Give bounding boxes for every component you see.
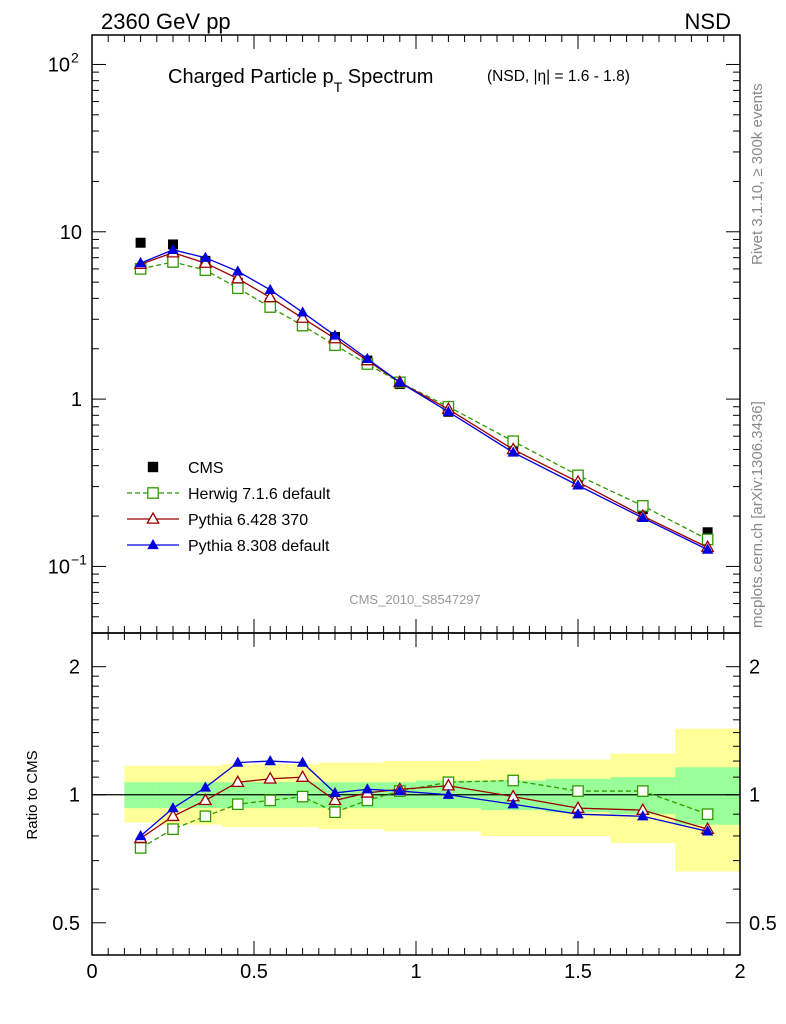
ratio-herwig-point-13: [701, 808, 714, 821]
main-y-tick-label-2: 10: [60, 222, 82, 244]
main-pythia8-point-13: [701, 543, 714, 554]
ratio-pythia6-point-3: [230, 774, 245, 788]
ratio-pythia8-point-12: [637, 810, 649, 821]
ratio-pythia6-point-5: [295, 769, 310, 782]
ratio-pythia8-point-13: [701, 825, 714, 836]
legend-cms-label: CMS: [188, 460, 224, 477]
ratio-herwig-point-1: [167, 823, 179, 836]
main-pythia6-point-3: [230, 271, 245, 284]
main-pythia8-point-0: [134, 257, 147, 268]
main-pythia8-point-2: [199, 251, 212, 262]
main-pythia8-line: [140, 249, 708, 551]
main-herwig-point-1: [167, 256, 179, 268]
main-pythia8-point-5: [296, 306, 309, 317]
main-y-tick-exponent-3: 2: [71, 49, 79, 65]
ratio-pythia6-point-2: [198, 793, 213, 806]
plot-condition: (NSD, |η| = 1.6 - 1.8): [487, 68, 630, 85]
ratio-y-axis-label: Ratio to CMS: [24, 750, 41, 839]
main-y-tick-label-3: 10: [48, 54, 70, 76]
ratio-pythia8-point-5: [296, 756, 309, 767]
ratio-herwig-point-2: [199, 810, 212, 823]
ratio-pythia8-line: [140, 760, 708, 837]
plot-title: Charged Particle pT Spectrum: [168, 66, 433, 95]
ratio-y-tick-label-left-2: 2: [69, 657, 80, 679]
ratio-pythia8-point-9: [442, 788, 455, 799]
ratio-herwig-point-5: [296, 790, 309, 803]
main-y-tick-label-1: 1: [71, 389, 82, 411]
main-pythia8-point-1: [167, 243, 179, 254]
ratio-pythia8-point-3: [232, 756, 244, 767]
ratio-herwig-point-0: [134, 842, 147, 854]
main-pythia8-point-4: [264, 283, 276, 294]
x-tick-label-2: 1: [410, 961, 421, 983]
main-y-tick-label-0: 10: [48, 556, 70, 578]
process-label: NSD: [685, 9, 731, 34]
main-pythia6-point-4: [263, 290, 278, 303]
main-pythia8-point-9: [442, 405, 455, 416]
ratio-pythia8-point-2: [199, 781, 212, 792]
ratio-pythia8-point-0: [134, 829, 147, 841]
main-cms-point-13: [702, 527, 713, 538]
main-pythia8-point-3: [232, 265, 244, 276]
ratio-herwig-point-4: [264, 794, 277, 807]
main-pythia8-point-11: [572, 479, 584, 490]
x-tick-label-1: 0.5: [240, 961, 268, 983]
ratio-y-tick-label-left-1: 1: [69, 785, 80, 807]
legend-pythia8-marker: [147, 539, 159, 550]
mcplots-reference-label: mcplots.cern.ch [arXiv:1306.3436]: [749, 401, 766, 628]
energy-label: 2360 GeV pp: [101, 9, 231, 34]
main-pythia8-point-8: [394, 376, 406, 387]
main-cms-point-0: [135, 237, 146, 248]
legend-pythia6-marker: [146, 511, 160, 524]
legend-pythia8-label: Pythia 8.308 default: [188, 538, 330, 555]
x-tick-label-4: 2: [734, 961, 745, 983]
ratio-herwig-point-11: [572, 785, 584, 797]
ratio-y-tick-label-right-1: 1: [749, 785, 760, 807]
ratio-y-tick-label-left-0: 0.5: [52, 913, 80, 935]
legend-cms-marker: [147, 461, 159, 473]
ratio-herwig-line: [140, 779, 708, 849]
ratio-pythia8-point-1: [167, 802, 179, 813]
ratio-herwig-point-3: [231, 798, 244, 811]
ratio-herwig-point-6: [329, 806, 341, 819]
ratio-pythia8-point-10: [507, 798, 519, 809]
main-pythia8-point-7: [361, 352, 374, 364]
ratio-herwig-point-10: [507, 774, 520, 787]
main-series-group: [133, 237, 715, 554]
main-pythia6-line: [140, 251, 708, 548]
main-pythia8-point-12: [637, 511, 649, 523]
ratio-series-group: [133, 755, 715, 854]
main-pythia8-point-10: [507, 446, 519, 457]
ratio-pythia8-point-8: [394, 785, 406, 796]
legend-herwig-marker: [147, 487, 159, 499]
main-herwig-point-3: [231, 282, 244, 295]
analysis-watermark: CMS_2010_S8547297: [349, 592, 481, 607]
ratio-y-tick-label-right-0: 0.5: [749, 913, 777, 935]
ratio-pythia8-point-4: [264, 755, 276, 766]
ratio-pythia8-point-11: [572, 808, 584, 819]
ratio-pythia8-point-6: [329, 786, 341, 798]
ratio-uncertainty-bands: [124, 728, 740, 872]
legend-pythia6-label: Pythia 6.428 370: [188, 512, 308, 529]
main-y-tick-exponent-0: −1: [71, 551, 87, 567]
legend-herwig-label: Herwig 7.1.6 default: [188, 486, 331, 503]
ratio-pythia6-point-1: [166, 808, 180, 822]
main-pythia6-point-5: [295, 310, 310, 323]
ratio-pythia6-line: [140, 776, 708, 839]
main-herwig-point-4: [264, 301, 277, 313]
ratio-pythia6-point-4: [263, 771, 278, 784]
rivet-version-label: Rivet 3.1.10, ≥ 300k events: [749, 83, 766, 265]
main-pythia6-point-2: [198, 255, 213, 268]
x-tick-label-0: 0: [86, 961, 97, 983]
ratio-y-tick-label-right-2: 2: [749, 657, 760, 679]
main-pythia8-point-6: [329, 329, 341, 340]
legend: CMS Herwig 7.1.6 default Pythia 6.428 370 P…: [127, 460, 331, 555]
ratio-pythia6-point-6: [328, 793, 342, 806]
x-tick-label-3: 1.5: [564, 961, 592, 983]
ratio-pythia8-point-7: [361, 783, 374, 794]
ratio-herwig-point-12: [636, 785, 649, 797]
